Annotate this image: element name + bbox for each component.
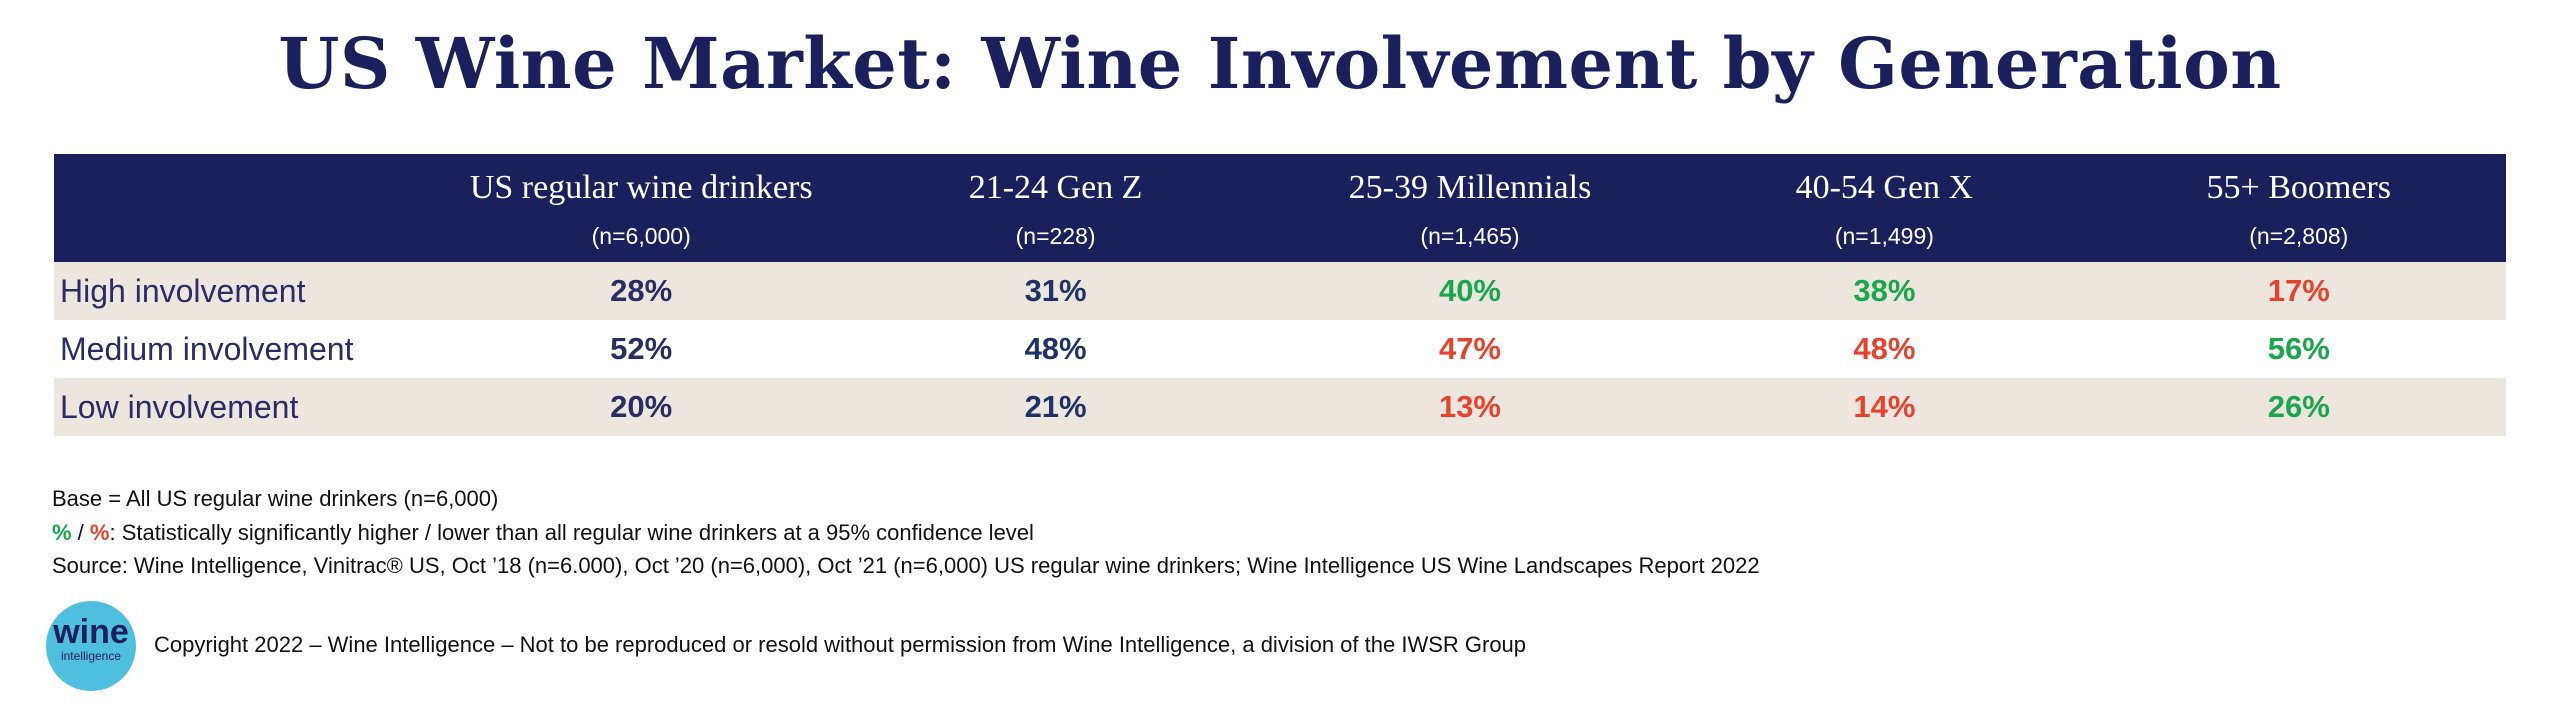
value-cell: 26% xyxy=(2091,378,2506,436)
column-label: 21-24 Gen Z xyxy=(968,169,1143,206)
significance-note: % / %: Statistically significantly highe… xyxy=(52,520,1034,546)
column-header: US regular wine drinkers (n=6,000) xyxy=(434,154,849,262)
logo-word: wine xyxy=(53,613,129,651)
column-label: US regular wine drinkers xyxy=(469,169,813,206)
involvement-table: US regular wine drinkers (n=6,000) 21-24 … xyxy=(54,154,2506,436)
column-header: 25-39 Millennials (n=1,465) xyxy=(1262,154,1678,262)
page-title: US Wine Market: Wine Involvement by Gene… xyxy=(278,22,2282,105)
significance-text: : Statistically significantly higher / l… xyxy=(109,520,1034,545)
column-header: 21-24 Gen Z (n=228) xyxy=(848,154,1263,262)
column-label: 40-54 Gen X xyxy=(1795,169,1974,206)
column-sample-size: (n=2,808) xyxy=(2249,223,2349,249)
value-cell: 20% xyxy=(434,378,849,436)
column-label: 25-39 Millennials xyxy=(1348,169,1592,206)
table-row: High involvement 28% 31% 40% 38% 17% xyxy=(54,262,2506,320)
value-cell: 13% xyxy=(1262,378,1678,436)
column-sample-size: (n=1,499) xyxy=(1834,223,1934,249)
table-header-row: US regular wine drinkers (n=6,000) 21-24 … xyxy=(54,154,2506,262)
higher-marker: % xyxy=(52,520,72,545)
column-header: 55+ Boomers (n=2,808) xyxy=(2091,154,2506,262)
column-label: 55+ Boomers xyxy=(2206,169,2391,206)
column-header: 40-54 Gen X (n=1,499) xyxy=(1677,154,2092,262)
separator: / xyxy=(71,520,90,545)
value-cell: 40% xyxy=(1262,262,1678,320)
row-label: Medium involvement xyxy=(60,330,354,367)
value-cell: 48% xyxy=(1024,331,1087,366)
value-cell: 48% xyxy=(1853,331,1916,366)
value-cell: 52% xyxy=(610,331,673,366)
value-cell: 31% xyxy=(848,262,1263,320)
lower-marker: % xyxy=(89,520,110,545)
wine-intelligence-logo: wine intelligence xyxy=(46,601,136,691)
header-empty xyxy=(54,154,434,262)
value-cell: 47% xyxy=(1438,331,1501,366)
value-cell: 56% xyxy=(2267,331,2330,366)
logo-sub: intelligence xyxy=(60,649,122,663)
value-cell: 14% xyxy=(1677,378,2092,436)
column-sample-size: (n=1,465) xyxy=(1420,223,1520,249)
value-cell: 21% xyxy=(848,378,1263,436)
row-label: High involvement xyxy=(54,262,434,320)
table-row: Low involvement 20% 21% 13% 14% 26% xyxy=(54,378,2506,436)
value-cell: 28% xyxy=(434,262,849,320)
table-row: Medium involvement 52% 48% 47% 48% 56% xyxy=(54,320,2506,378)
column-sample-size: (n=6,000) xyxy=(591,223,691,249)
source-note: Source: Wine Intelligence, Vinitrac® US,… xyxy=(52,553,1760,578)
copyright: Copyright 2022 – Wine Intelligence – Not… xyxy=(154,632,1527,657)
row-label: Low involvement xyxy=(54,378,434,436)
value-cell: 17% xyxy=(2091,262,2506,320)
column-sample-size: (n=228) xyxy=(1015,223,1096,249)
base-note: Base = All US regular wine drinkers (n=6… xyxy=(52,486,499,511)
value-cell: 38% xyxy=(1677,262,2092,320)
